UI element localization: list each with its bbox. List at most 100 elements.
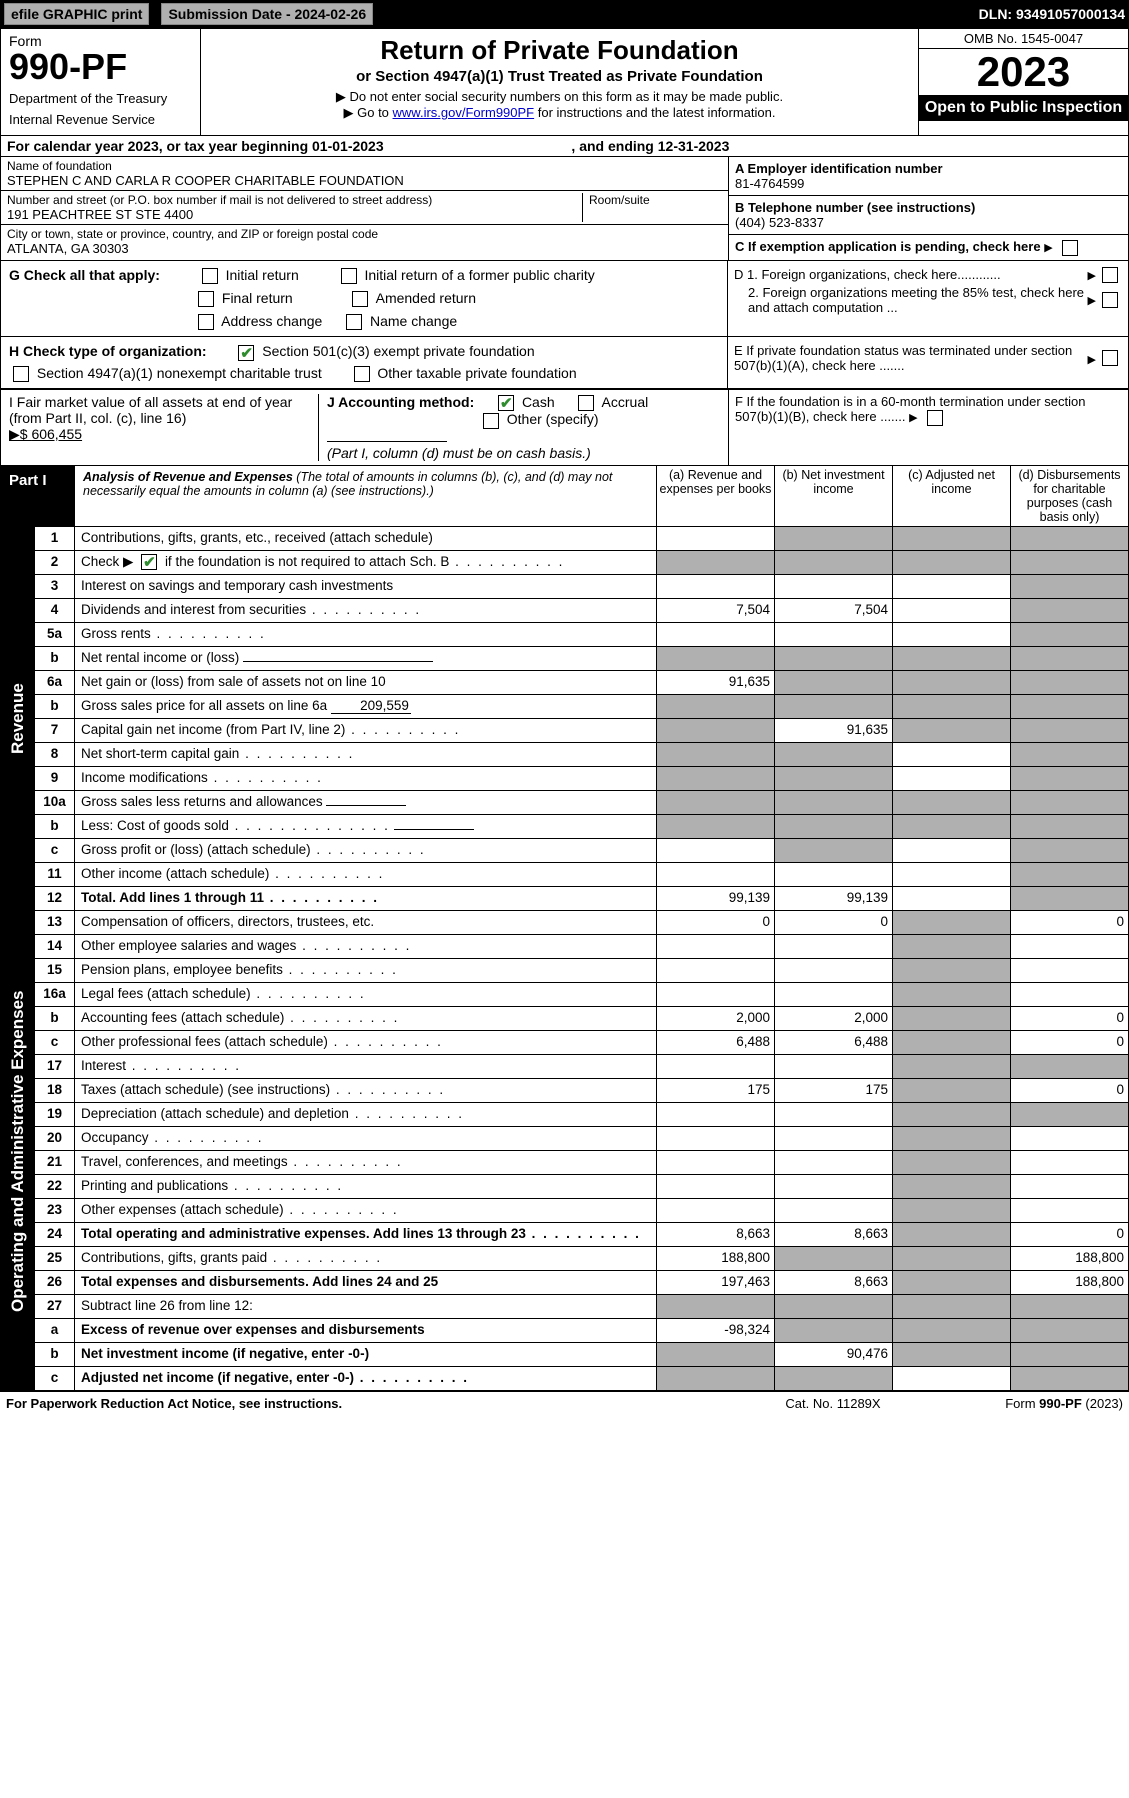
header-right: OMB No. 1545-0047 2023 Open to Public In… — [918, 29, 1128, 135]
exemption-label: C If exemption application is pending, c… — [735, 239, 1041, 254]
cal-end: 12-31-2023 — [658, 138, 730, 154]
row-27a: aExcess of revenue over expenses and dis… — [35, 1319, 1128, 1343]
form-title: Return of Private Foundation — [209, 35, 910, 66]
address-change-label: Address change — [221, 313, 322, 329]
row-5b: bNet rental income or (loss) — [35, 647, 1128, 671]
col-a-header: (a) Revenue and expenses per books — [656, 466, 774, 526]
form-number: 990-PF — [9, 49, 192, 85]
row-1: 1Contributions, gifts, grants, etc., rec… — [35, 527, 1128, 551]
irs-link[interactable]: www.irs.gov/Form990PF — [393, 105, 535, 120]
h-opt3-label: Other taxable private foundation — [377, 365, 576, 381]
instr-ssn: ▶ Do not enter social security numbers o… — [209, 89, 910, 105]
omb-number: OMB No. 1545-0047 — [919, 29, 1128, 49]
arrow-icon — [1088, 351, 1098, 366]
header-center: Return of Private Foundation or Section … — [201, 29, 918, 135]
cal-prefix: For calendar year 2023, or tax year begi… — [7, 138, 312, 154]
open-inspection: Open to Public Inspection — [919, 95, 1128, 121]
h-other-checkbox[interactable] — [354, 366, 370, 382]
d2-label: 2. Foreign organizations meeting the 85%… — [734, 285, 1088, 315]
form-container: Form 990-PF Department of the Treasury I… — [0, 28, 1129, 1392]
foundation-name: STEPHEN C AND CARLA R COOPER CHARITABLE … — [7, 173, 722, 188]
initial-return-label: Initial return — [226, 267, 299, 283]
final-return-checkbox[interactable] — [198, 291, 214, 307]
arrow-icon — [1088, 292, 1098, 307]
ein-label: A Employer identification number — [735, 161, 943, 176]
section-ijf: I Fair market value of all assets at end… — [1, 389, 1128, 466]
h-4947-checkbox[interactable] — [13, 366, 29, 382]
row-10a: 10aGross sales less returns and allowanc… — [35, 791, 1128, 815]
e-label: E If private foundation status was termi… — [734, 343, 1088, 373]
row-23: 23Other expenses (attach schedule) — [35, 1199, 1128, 1223]
amended-label: Amended return — [376, 290, 476, 306]
d1-checkbox[interactable] — [1102, 267, 1118, 283]
phone-cell: B Telephone number (see instructions) (4… — [729, 196, 1128, 235]
row-16a: 16aLegal fees (attach schedule) — [35, 983, 1128, 1007]
exemption-checkbox[interactable] — [1062, 240, 1078, 256]
expenses-side-label: Operating and Administrative Expenses — [1, 911, 35, 1391]
schb-checkbox[interactable] — [141, 554, 157, 570]
address-change-checkbox[interactable] — [198, 314, 214, 330]
col-d-header: (d) Disbursements for charitable purpose… — [1010, 466, 1128, 526]
arrow-icon — [1044, 239, 1054, 254]
f-checkbox[interactable] — [927, 410, 943, 426]
d2-checkbox[interactable] — [1102, 292, 1118, 308]
dln-label: DLN: 93491057000134 — [979, 6, 1125, 22]
row-7: 7Capital gain net income (from Part IV, … — [35, 719, 1128, 743]
j-note: (Part I, column (d) must be on cash basi… — [327, 445, 591, 461]
row-11: 11Other income (attach schedule) — [35, 863, 1128, 887]
row-4: 4Dividends and interest from securities7… — [35, 599, 1128, 623]
row-15: 15Pension plans, employee benefits — [35, 959, 1128, 983]
j-accrual-checkbox[interactable] — [578, 395, 594, 411]
h-501c3-checkbox[interactable] — [238, 345, 254, 361]
name-change-checkbox[interactable] — [346, 314, 362, 330]
h-opt2-label: Section 4947(a)(1) nonexempt charitable … — [37, 365, 322, 381]
city-label: City or town, state or province, country… — [7, 227, 722, 241]
initial-former-label: Initial return of a former public charit… — [364, 267, 594, 283]
phone-value: (404) 523-8337 — [735, 215, 824, 230]
tax-year: 2023 — [919, 49, 1128, 95]
row-22: 22Printing and publications — [35, 1175, 1128, 1199]
row-16c: cOther professional fees (attach schedul… — [35, 1031, 1128, 1055]
expenses-section: Operating and Administrative Expenses 13… — [1, 911, 1128, 1391]
calendar-year-row: For calendar year 2023, or tax year begi… — [1, 136, 1128, 157]
col-b-header: (b) Net investment income — [774, 466, 892, 526]
i-value: 606,455 — [31, 426, 82, 442]
footer-form: Form 990-PF (2023) — [923, 1396, 1123, 1411]
cal-begin: 01-01-2023 — [312, 138, 384, 154]
row-12: 12Total. Add lines 1 through 1199,13999,… — [35, 887, 1128, 911]
row-6b: bGross sales price for all assets on lin… — [35, 695, 1128, 719]
footer-cat: Cat. No. 11289X — [743, 1396, 923, 1411]
amended-checkbox[interactable] — [352, 291, 368, 307]
efile-print-button[interactable]: efile GRAPHIC print — [4, 3, 149, 25]
part1-title: Analysis of Revenue and Expenses — [83, 470, 293, 484]
row-24: 24Total operating and administrative exp… — [35, 1223, 1128, 1247]
row-21: 21Travel, conferences, and meetings — [35, 1151, 1128, 1175]
instr-suffix: for instructions and the latest informat… — [534, 105, 775, 120]
col-c-header: (c) Adjusted net income — [892, 466, 1010, 526]
initial-return-checkbox[interactable] — [202, 268, 218, 284]
e-checkbox[interactable] — [1102, 350, 1118, 366]
row-17: 17Interest — [35, 1055, 1128, 1079]
dept-treasury: Department of the Treasury — [9, 91, 192, 106]
row-16b: bAccounting fees (attach schedule)2,0002… — [35, 1007, 1128, 1031]
addr-label: Number and street (or P.O. box number if… — [7, 193, 582, 207]
j-other-checkbox[interactable] — [483, 413, 499, 429]
footer-left: For Paperwork Reduction Act Notice, see … — [6, 1396, 743, 1411]
name-cell: Name of foundation STEPHEN C AND CARLA R… — [1, 157, 728, 191]
section-g: G Check all that apply: Initial return I… — [1, 261, 728, 337]
j-accrual-label: Accrual — [602, 394, 649, 410]
initial-former-checkbox[interactable] — [341, 268, 357, 284]
revenue-side-label: Revenue — [1, 527, 35, 911]
j-cash-checkbox[interactable] — [498, 395, 514, 411]
row-9: 9Income modifications — [35, 767, 1128, 791]
part1-header: Part I Analysis of Revenue and Expenses … — [1, 466, 1128, 527]
row-27c: cAdjusted net income (if negative, enter… — [35, 1367, 1128, 1391]
part1-label: Part I — [1, 466, 75, 526]
arrow-icon — [1088, 267, 1098, 282]
section-f: F If the foundation is in a 60-month ter… — [728, 390, 1128, 465]
section-e: E If private foundation status was termi… — [728, 337, 1128, 388]
dept-irs: Internal Revenue Service — [9, 112, 192, 127]
row-14: 14Other employee salaries and wages — [35, 935, 1128, 959]
d1-label: D 1. Foreign organizations, check here..… — [734, 267, 1088, 282]
row-26: 26Total expenses and disbursements. Add … — [35, 1271, 1128, 1295]
